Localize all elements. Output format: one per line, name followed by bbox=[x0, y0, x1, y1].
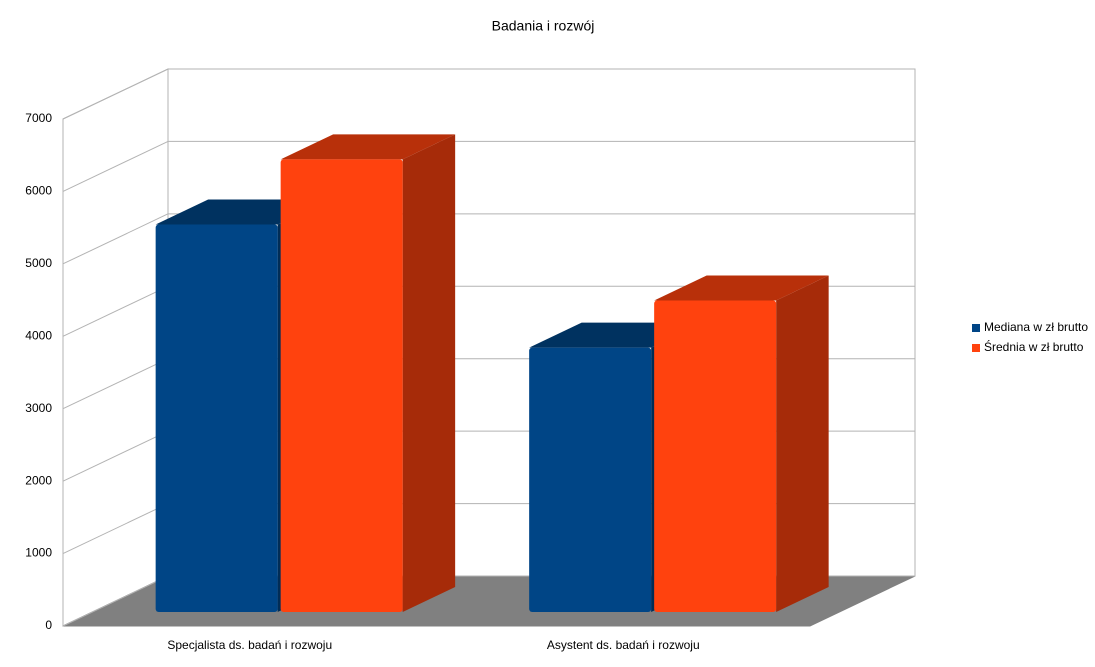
bar-front bbox=[529, 347, 652, 612]
bar bbox=[280, 134, 456, 613]
x-tick-label: Asystent ds. badań i rozwoju bbox=[547, 638, 700, 652]
legend-label: Średnia w zł brutto bbox=[984, 339, 1084, 354]
y-tick-label: 4000 bbox=[25, 328, 52, 342]
y-tick-label: 5000 bbox=[25, 256, 52, 270]
y-tick-label: 6000 bbox=[25, 184, 52, 198]
bar-front bbox=[155, 224, 278, 612]
bar-front bbox=[654, 300, 777, 612]
bar bbox=[654, 275, 829, 612]
y-tick-label: 2000 bbox=[25, 473, 52, 487]
legend-swatch bbox=[972, 344, 980, 352]
legend-swatch bbox=[972, 324, 980, 332]
bar-top bbox=[654, 275, 829, 301]
grid-line bbox=[62, 285, 169, 337]
bar-top bbox=[280, 134, 456, 160]
grid-line bbox=[62, 140, 169, 192]
bar-side bbox=[776, 275, 829, 612]
y-tick-label: 3000 bbox=[25, 401, 52, 415]
legend-label: Mediana w zł brutto bbox=[984, 320, 1088, 334]
chart-title: Badania i rozwój bbox=[492, 18, 595, 34]
grid-line bbox=[62, 503, 169, 555]
y-tick-label: 0 bbox=[45, 618, 52, 632]
grid-line bbox=[62, 575, 169, 627]
y-tick-label: 1000 bbox=[25, 546, 52, 560]
y-tick-label: 7000 bbox=[25, 111, 52, 125]
x-tick-label: Specjalista ds. badań i rozwoju bbox=[167, 638, 332, 652]
grid-line bbox=[62, 430, 169, 482]
grid-line bbox=[62, 358, 169, 410]
bar-side bbox=[402, 134, 456, 613]
grid-line bbox=[62, 68, 169, 120]
bar-front bbox=[280, 159, 403, 613]
left-wall bbox=[62, 68, 169, 627]
grid-line bbox=[62, 213, 169, 265]
